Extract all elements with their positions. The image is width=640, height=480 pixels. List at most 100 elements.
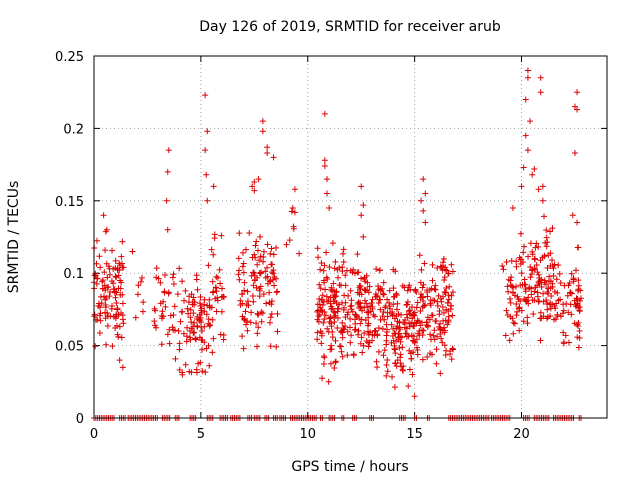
data-point bbox=[348, 297, 355, 304]
data-point bbox=[510, 319, 517, 326]
data-point bbox=[339, 334, 346, 341]
data-point bbox=[520, 164, 527, 171]
data-point bbox=[204, 128, 211, 135]
data-point bbox=[397, 359, 404, 366]
data-point bbox=[396, 330, 403, 337]
data-point bbox=[374, 364, 381, 371]
data-point bbox=[432, 318, 439, 325]
data-point bbox=[419, 356, 426, 363]
y-tick-label: 0 bbox=[76, 412, 84, 427]
data-point bbox=[513, 263, 520, 270]
data-point bbox=[159, 308, 166, 315]
data-point bbox=[251, 269, 258, 276]
data-point bbox=[380, 291, 387, 298]
data-point bbox=[563, 300, 570, 307]
data-point bbox=[380, 279, 387, 286]
data-point bbox=[427, 331, 434, 338]
data-point bbox=[203, 311, 210, 318]
data-point bbox=[318, 307, 325, 314]
data-point bbox=[240, 345, 247, 352]
data-point bbox=[103, 226, 110, 233]
x-tick-label: 10 bbox=[299, 427, 316, 442]
data-point bbox=[500, 266, 507, 273]
data-point bbox=[321, 309, 328, 316]
data-point bbox=[369, 296, 376, 303]
data-point bbox=[99, 285, 106, 292]
data-point bbox=[442, 266, 449, 273]
data-point bbox=[435, 324, 442, 331]
data-point bbox=[116, 323, 123, 330]
data-point bbox=[185, 299, 192, 306]
data-point bbox=[332, 359, 339, 366]
y-tick-label: 0.25 bbox=[55, 50, 84, 65]
data-point bbox=[506, 337, 513, 344]
data-point bbox=[397, 338, 404, 345]
data-point bbox=[258, 318, 265, 325]
data-point bbox=[390, 301, 397, 308]
data-point bbox=[202, 92, 209, 99]
data-point bbox=[267, 250, 274, 257]
data-point bbox=[197, 359, 204, 366]
data-point bbox=[575, 344, 582, 351]
data-point bbox=[503, 307, 510, 314]
data-point bbox=[102, 302, 109, 309]
data-point bbox=[273, 244, 280, 251]
data-point bbox=[568, 311, 575, 318]
data-point bbox=[288, 208, 295, 215]
data-point bbox=[379, 313, 386, 320]
data-point bbox=[245, 302, 252, 309]
data-point bbox=[440, 324, 447, 331]
data-point bbox=[340, 326, 347, 333]
data-point bbox=[202, 369, 209, 376]
data-point bbox=[418, 294, 425, 301]
data-point bbox=[356, 282, 363, 289]
data-point bbox=[354, 251, 361, 258]
data-point bbox=[328, 306, 335, 313]
y-tick-label: 0.15 bbox=[55, 195, 84, 210]
data-point bbox=[514, 293, 521, 300]
data-point bbox=[324, 275, 331, 282]
data-point bbox=[539, 183, 546, 190]
data-point bbox=[254, 310, 261, 317]
data-point bbox=[507, 299, 514, 306]
data-point bbox=[358, 183, 365, 190]
data-point bbox=[439, 327, 446, 334]
data-point bbox=[254, 261, 261, 268]
data-point bbox=[202, 147, 209, 154]
data-point bbox=[119, 364, 126, 371]
data-point bbox=[239, 313, 246, 320]
data-point bbox=[540, 313, 547, 320]
data-point bbox=[440, 255, 447, 262]
data-point bbox=[283, 241, 290, 248]
data-point bbox=[565, 309, 572, 316]
data-point bbox=[296, 250, 303, 257]
data-point bbox=[116, 357, 123, 364]
data-point bbox=[420, 327, 427, 334]
data-point bbox=[187, 314, 194, 321]
data-point bbox=[252, 242, 259, 249]
data-point bbox=[266, 289, 273, 296]
data-point bbox=[537, 89, 544, 96]
data-point bbox=[91, 311, 98, 318]
data-point bbox=[390, 285, 397, 292]
data-point bbox=[427, 350, 434, 357]
data-point bbox=[345, 292, 352, 299]
data-point bbox=[506, 295, 513, 302]
data-point bbox=[177, 318, 184, 325]
data-point bbox=[239, 263, 246, 270]
data-point bbox=[320, 277, 327, 284]
data-point bbox=[326, 264, 333, 271]
data-point bbox=[251, 272, 258, 279]
data-point bbox=[555, 297, 562, 304]
data-point bbox=[268, 310, 275, 317]
data-point bbox=[427, 297, 434, 304]
data-point bbox=[331, 265, 338, 272]
data-point bbox=[254, 330, 261, 337]
data-point bbox=[325, 378, 332, 385]
data-point bbox=[320, 319, 327, 326]
data-point bbox=[437, 295, 444, 302]
data-point bbox=[323, 176, 330, 183]
data-point bbox=[398, 363, 405, 370]
data-point bbox=[98, 300, 105, 307]
data-point bbox=[199, 346, 206, 353]
